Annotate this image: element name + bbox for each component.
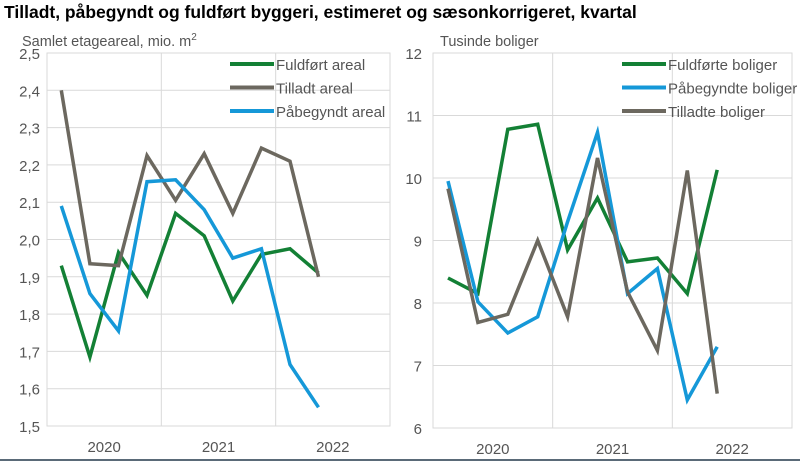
y-tick-label: 2,1 [19,195,40,212]
y-tick-label: 8 [414,296,422,313]
y-tick-label: 7 [414,359,422,376]
y-tick-label: 12 [405,46,422,63]
series-line-fuldført-areal [59,210,320,364]
chart-2: 6 7 8 9 10 11 12 2020 2021 2022 Tusinde boliger Ful… [405,34,797,458]
plot-frame [432,52,793,429]
y-tick-label: 2,2 [19,158,40,175]
legend-label: Tilladte boliger [668,104,765,121]
y-tick-label: 9 [414,234,422,251]
y-tick-label: 11 [406,109,422,126]
x-tick-label: 2020 [87,439,120,456]
y-tick-label: 2,4 [19,83,40,100]
plot-frame [46,52,391,427]
series-line-påbegyndt-areal [59,177,320,409]
x-tick-label: 2021 [202,439,235,456]
y-axis-label: Tusinde boliger [440,34,539,50]
legend-label: Påbegyndte boliger [668,81,797,98]
y-tick-label: 6 [414,421,422,438]
y-tick-label: 1,8 [19,307,40,324]
y-axis-label-superscript: 2 [191,32,197,43]
x-tick-label: 2022 [715,441,748,458]
series-line-tilladte-boliger [446,157,719,394]
legend-label: Tilladt areal [276,81,353,98]
y-tick-label: 1,7 [19,344,40,361]
figure-title: Tilladt, påbegyndt og fuldført byggeri, … [4,2,637,22]
x-tick-label: 2020 [476,441,509,458]
y-tick-label: 2,5 [19,46,40,63]
y-axis-label: Samlet etageareal, mio. m2 [22,32,197,50]
y-tick-label: 2,3 [19,121,40,138]
chart-1: 1,5 1,6 1,7 1,8 1,9 2,0 2,1 2,2 2,3 2,4 2,5 2020 202… [19,32,391,456]
y-tick-label: 10 [405,171,422,188]
bottom-rule [0,459,800,461]
legend-label: Fuldførte boliger [668,57,777,74]
y-tick-label: 1,9 [19,270,40,287]
y-tick-label: 1,5 [19,419,40,436]
x-tick-label: 2021 [596,441,629,458]
y-tick-label: 1,6 [19,382,40,399]
legend-label: Påbegyndt areal [276,104,385,121]
series-line-tilladt-areal [59,90,321,278]
series-line-påbegyndte-boliger [446,125,719,405]
legend-label: Fuldført areal [276,57,365,74]
y-tick-label: 2,0 [19,233,40,250]
x-tick-label: 2022 [316,439,349,456]
series-line-fuldførte-boliger [447,122,719,298]
